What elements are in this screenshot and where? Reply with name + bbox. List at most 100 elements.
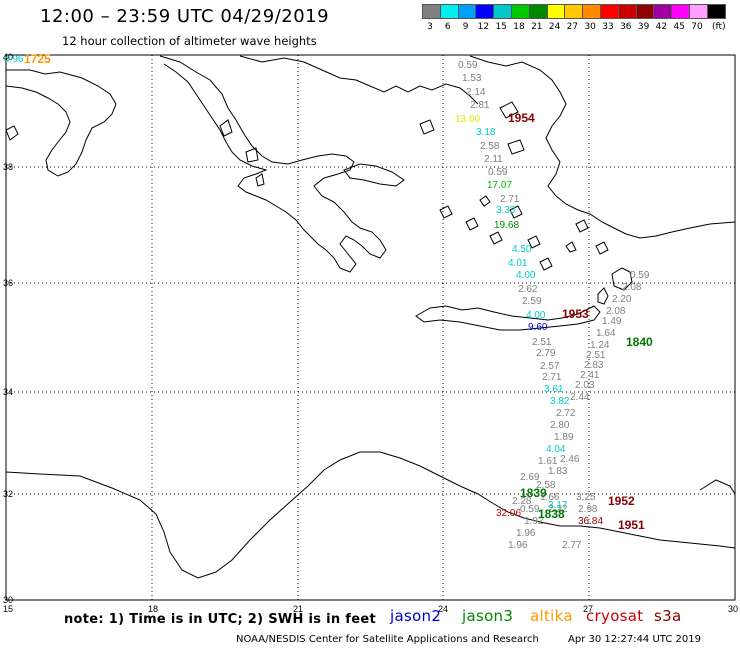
swh-value: 4.00 <box>526 310 546 321</box>
swh-values: 4.96 0.59 1.53 2.14 2.81 13.60 3.18 2.58 2.11 0.5… <box>4 54 650 551</box>
swh-value: 2.46 <box>560 454 580 465</box>
swh-value: 4.01 <box>508 258 528 269</box>
scale-swatch <box>546 4 566 19</box>
lat-label: 36 <box>3 278 13 288</box>
swh-value: 2.22 <box>548 504 568 515</box>
swh-value: 36.84 <box>578 516 603 527</box>
swh-value: 1.83 <box>548 466 568 477</box>
lon-label: 15 <box>3 604 13 614</box>
swh-value: 17.07 <box>487 180 512 191</box>
swh-value: 0.59 <box>458 60 478 71</box>
scale-swatch <box>511 4 530 19</box>
scale-swatch <box>671 4 690 19</box>
swh-value: 3.82 <box>550 396 570 407</box>
swh-value: 2.41 <box>580 370 600 381</box>
swh-value: 1.92 <box>524 516 544 527</box>
swh-value: 2.03 <box>575 380 595 391</box>
scale-label: 33 <box>602 22 614 32</box>
pass-time-label: 1725 <box>24 52 51 66</box>
swh-value: 4.50 <box>512 244 532 255</box>
coastlines <box>5 55 736 579</box>
scale-label: 30 <box>584 22 596 32</box>
swh-value: 1.96 <box>508 540 528 551</box>
generated-timestamp: Apr 30 12:27:44 UTC 2019 <box>568 634 701 645</box>
swh-value: 1.66 <box>540 492 560 503</box>
scale-label: 45 <box>673 22 685 32</box>
legend-jason2: jason2 <box>390 607 442 625</box>
swh-value: 2.69 <box>520 472 540 483</box>
swh-value: 0.59 <box>520 504 540 515</box>
lat-label: 30 <box>3 595 13 605</box>
scale-swatch <box>635 4 655 19</box>
swh-value: 3.17 <box>548 500 568 511</box>
scale-label: 6 <box>444 22 451 32</box>
swh-value: 1.64 <box>596 328 616 339</box>
lon-label: 27 <box>583 604 593 614</box>
swh-value: 4.00 <box>516 270 536 281</box>
swh-value: 1.53 <box>462 73 482 84</box>
swh-value: 1.61 <box>538 456 558 467</box>
pass-times: 1725 1954 1953 1840 1839 1838 1952 1951 <box>24 52 653 532</box>
scale-swatch <box>582 4 601 19</box>
scale-label: 21 <box>531 22 543 32</box>
pass-time-label: 1951 <box>618 518 645 532</box>
swh-value: 2.58 <box>480 141 500 152</box>
swh-value: 2.08 <box>606 306 626 317</box>
swh-value: 2.51 <box>586 350 606 361</box>
map-title: 12:00 – 23:59 UTC 04/29/2019 <box>40 6 330 27</box>
scale-swatch <box>653 4 673 19</box>
scale-swatch <box>689 4 708 19</box>
footnote: note: 1) Time is in UTC; 2) SWH is in fe… <box>64 612 376 627</box>
swh-value: 2.72 <box>556 408 576 419</box>
lat-label: 34 <box>3 387 13 397</box>
swh-value: 3.61 <box>544 384 564 395</box>
swh-value: 2.58 <box>536 480 556 491</box>
swh-value: 2.83 <box>584 360 604 371</box>
swh-value: 32.06 <box>496 508 521 519</box>
pass-time-label: 1952 <box>608 494 635 508</box>
scale-label: 70 <box>691 22 703 32</box>
scale-label: (ft) <box>712 22 726 32</box>
lat-label: 38 <box>3 162 13 172</box>
swh-value: 2.98 <box>578 504 598 515</box>
lon-label: 24 <box>438 604 448 614</box>
scale-label: 39 <box>637 22 650 32</box>
swh-value: 2.81 <box>470 100 490 111</box>
map-frame <box>5 54 736 601</box>
lon-label: 21 <box>293 604 303 614</box>
swh-value: 2.44 <box>570 392 590 403</box>
scale-swatch <box>422 4 441 19</box>
scale-label: 36 <box>620 22 632 32</box>
scale-swatch <box>706 4 726 19</box>
scale-label: 9 <box>462 22 469 32</box>
legend-s3a: s3a <box>654 607 682 625</box>
axis-labels: 15 18 21 24 27 30 30 32 34 36 38 40 <box>3 52 738 614</box>
scale-label: 15 <box>495 22 507 32</box>
legend-altika: altika <box>530 607 573 625</box>
swh-value: 2.79 <box>536 348 556 359</box>
lon-label: 30 <box>728 604 738 614</box>
swh-value: 2.20 <box>612 294 632 305</box>
scale-swatch <box>600 4 619 19</box>
swh-value: 0.59 <box>488 167 508 178</box>
scale-label: 3 <box>427 22 433 32</box>
pass-time-label: 1954 <box>508 111 535 125</box>
swh-value: 4.04 <box>546 444 566 455</box>
lat-label: 32 <box>3 489 13 499</box>
swh-value: 3.18 <box>476 127 496 138</box>
swh-value: 2.08 <box>622 282 642 293</box>
pass-time-label: 1839 <box>520 486 547 500</box>
scale-label: 42 <box>655 22 668 32</box>
swh-value: 2.80 <box>550 420 570 431</box>
scale-label: 12 <box>477 22 490 32</box>
scale-swatch <box>457 4 477 19</box>
swh-value: 2.71 <box>500 194 520 205</box>
scale-label: 18 <box>513 22 525 32</box>
credit-line: NOAA/NESDIS Center for Satellite Applica… <box>236 634 539 645</box>
scale-swatch <box>475 4 495 19</box>
map-subtitle: 12 hour collection of altimeter wave hei… <box>62 34 317 48</box>
scale-swatch <box>617 4 637 19</box>
scale-swatch <box>439 4 459 19</box>
swh-value: 1.89 <box>554 432 574 443</box>
pass-time-label: 1838 <box>538 507 565 521</box>
